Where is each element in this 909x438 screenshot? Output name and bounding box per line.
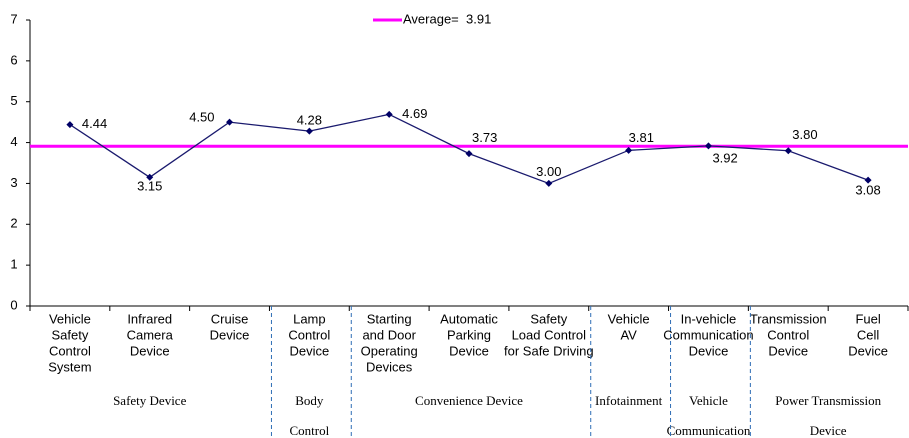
series-line — [69, 113, 869, 185]
x-tick-label: Control — [767, 327, 809, 342]
point — [465, 150, 473, 158]
x-tick-label: for Safe Driving — [504, 343, 594, 358]
data-label: 4.28 — [297, 113, 322, 128]
x-tick-label: Communication — [663, 327, 753, 342]
x-tick-label: Safety — [530, 311, 567, 326]
point — [704, 142, 712, 150]
point — [146, 173, 154, 181]
y-tick-label: 5 — [10, 93, 17, 108]
data-label: 3.73 — [472, 130, 497, 145]
x-tick-label: System — [48, 359, 91, 374]
x-tick-label: Devices — [366, 359, 413, 374]
x-tick-label: Device — [210, 327, 250, 342]
x-tick-label: Load Control — [512, 327, 587, 342]
point — [385, 110, 393, 118]
x-tick-label: Device — [848, 343, 888, 358]
point — [305, 127, 313, 135]
group-label: Control — [289, 423, 329, 438]
y-tick-label: 0 — [10, 297, 17, 312]
x-tick-label: AV — [620, 327, 637, 342]
data-label: 3.15 — [137, 179, 162, 194]
y-tick-label: 2 — [10, 216, 17, 231]
x-tick-label: Starting — [367, 311, 412, 326]
y-tick-label: 6 — [10, 52, 17, 67]
group-label: Convenience Device — [415, 393, 523, 408]
x-tick-label: Device — [689, 343, 729, 358]
x-tick-label: Infrared — [127, 311, 172, 326]
x-tick-label: Automatic — [440, 311, 498, 326]
x-tick-label: Device — [130, 343, 170, 358]
y-tick-label: 3 — [10, 175, 17, 190]
data-label: 3.08 — [855, 183, 880, 198]
group-label: Power Transmission — [775, 393, 881, 408]
x-tick-label: Cell — [857, 327, 880, 342]
x-tick-label: In-vehicle — [681, 311, 737, 326]
group-label: Infotainment — [595, 393, 663, 408]
group-label: Device — [810, 423, 847, 438]
legend-label: Average= — [403, 11, 459, 26]
legend-value: 3.91 — [466, 11, 491, 26]
y-tick-label: 1 — [10, 257, 17, 272]
x-tick-label: Device — [449, 343, 489, 358]
data-label: 3.80 — [792, 127, 817, 142]
x-tick-label: Lamp — [293, 311, 326, 326]
x-tick-label: Cruise — [211, 311, 249, 326]
data-label: 3.92 — [712, 150, 737, 165]
group-label: Communication — [667, 423, 751, 438]
point — [226, 118, 234, 126]
x-tick-label: Control — [49, 343, 91, 358]
x-tick-label: Device — [289, 343, 329, 358]
point — [545, 179, 553, 187]
x-tick-label: and Door — [362, 327, 416, 342]
x-tick-label: Fuel — [855, 311, 880, 326]
x-tick-label: Operating — [361, 343, 418, 358]
point — [625, 146, 633, 154]
group-label: Vehicle — [689, 393, 728, 408]
data-label: 4.44 — [82, 116, 107, 131]
data-label: 3.00 — [536, 164, 561, 179]
x-tick-label: Camera — [127, 327, 174, 342]
point — [784, 147, 792, 155]
x-tick-label: Safety — [51, 327, 88, 342]
y-tick-label: 4 — [10, 134, 17, 149]
group-label: Safety Device — [113, 393, 187, 408]
group-label: Body — [295, 393, 324, 408]
point — [66, 121, 74, 129]
x-tick-label: Control — [288, 327, 330, 342]
data-label: 3.81 — [629, 130, 654, 145]
data-label: 4.69 — [402, 106, 427, 121]
x-tick-label: Vehicle — [49, 311, 91, 326]
x-tick-label: Transmission — [750, 311, 827, 326]
x-tick-label: Device — [768, 343, 808, 358]
point — [864, 176, 872, 184]
x-tick-label: Parking — [447, 327, 491, 342]
x-tick-label: Vehicle — [608, 311, 650, 326]
data-label: 4.50 — [189, 110, 214, 125]
y-tick-label: 7 — [10, 11, 17, 26]
